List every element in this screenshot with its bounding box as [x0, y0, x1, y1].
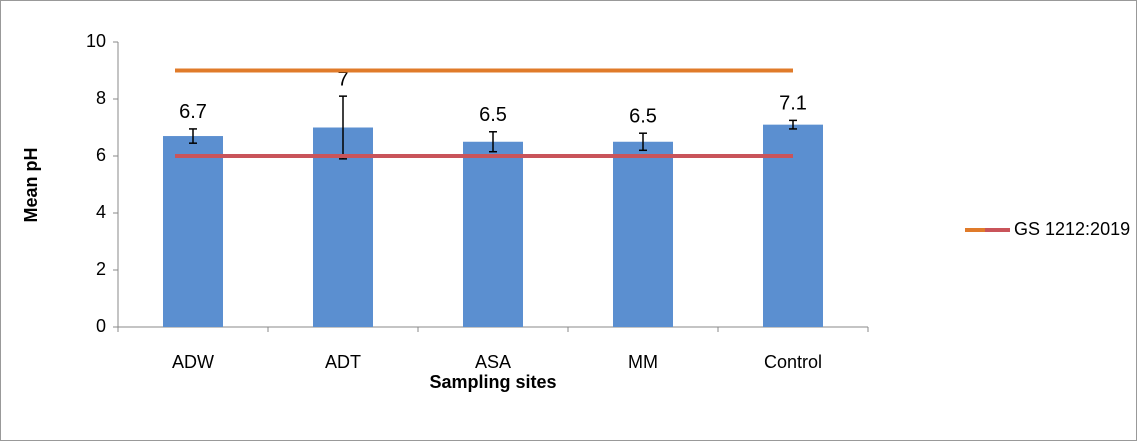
bar: [613, 141, 673, 327]
legend-label: GS 1212:2019: [1014, 219, 1130, 239]
x-tick-label: ADT: [325, 352, 361, 372]
x-tick-label: ADW: [172, 352, 214, 372]
x-tick-label: MM: [628, 352, 658, 372]
x-tick-label: Control: [764, 352, 822, 372]
bar: [763, 124, 823, 328]
y-tick-label: 0: [96, 316, 106, 336]
value-label: 6.5: [629, 105, 657, 127]
y-tick-label: 4: [96, 202, 106, 222]
error-bar: [339, 95, 347, 160]
error-bar: [489, 131, 497, 153]
value-label: 6.7: [179, 101, 207, 123]
y-tick-label: 8: [96, 88, 106, 108]
value-label: 7.1: [779, 93, 807, 115]
y-tick-label: 6: [96, 145, 106, 165]
value-label: 7: [337, 68, 348, 90]
x-axis-title: Sampling sites: [429, 372, 556, 392]
error-bar: [639, 132, 647, 152]
y-tick-label: 2: [96, 259, 106, 279]
bar: [313, 127, 373, 327]
bar: [163, 136, 223, 327]
x-tick-label: ASA: [475, 352, 511, 372]
y-tick-label: 10: [86, 31, 106, 51]
bar: [463, 141, 523, 327]
y-axis-title: Mean pH: [21, 147, 41, 222]
error-bar: [789, 119, 797, 130]
error-bar: [189, 128, 197, 144]
value-label: 6.5: [479, 104, 507, 126]
